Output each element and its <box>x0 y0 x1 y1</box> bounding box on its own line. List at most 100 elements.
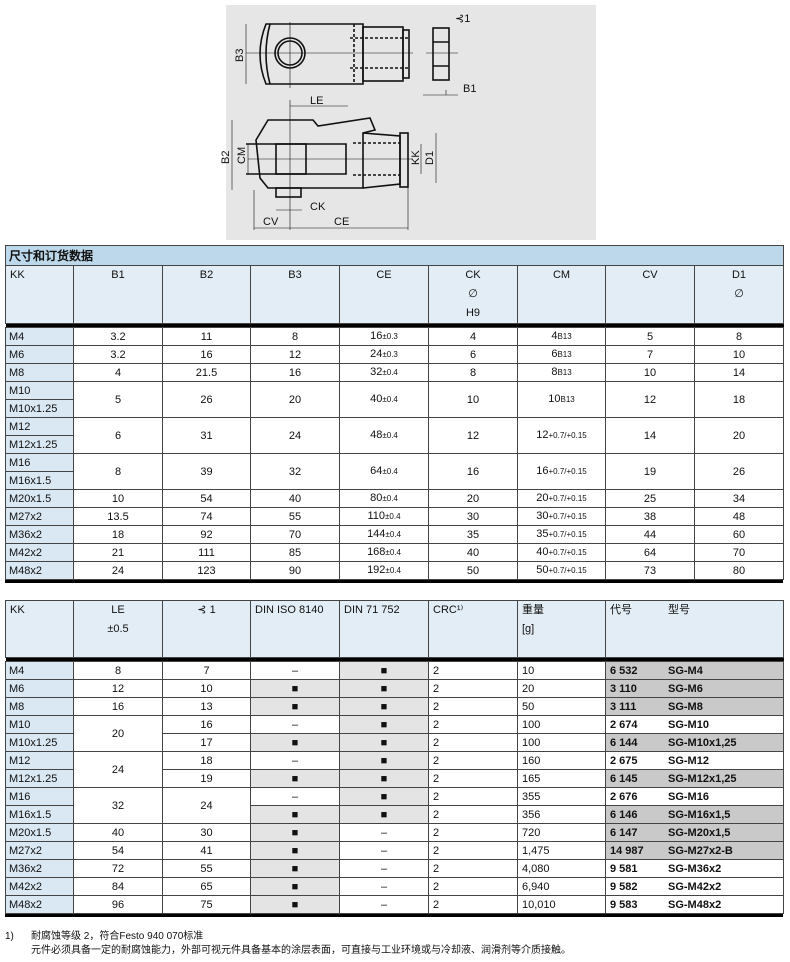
standard-mark: ■ <box>250 877 340 896</box>
cell: 110±0.4 <box>339 507 429 526</box>
cell: 20 <box>517 679 606 698</box>
part-number: 6 146 <box>610 808 638 821</box>
cell: 2 <box>428 679 518 698</box>
cell: 92 <box>162 525 251 544</box>
cell: 165 <box>517 769 606 788</box>
cell: 24 <box>250 417 340 454</box>
order-code-cell: 6 145 SG-M12x1,25 <box>605 769 784 788</box>
cell: 41 <box>162 841 251 860</box>
footnote: 1) 耐腐蚀等级 2，符合Festo 940 070标准 元件必须具备一定的耐腐蚀… <box>5 930 571 958</box>
value: 16 <box>370 330 383 342</box>
table-row: M16 8 39 32 64±0.4 16 16+0.7/+0.15 19 26 <box>5 453 784 490</box>
value: 168 <box>367 546 386 558</box>
cell: 12 <box>73 679 163 698</box>
cell: 8 <box>250 327 340 346</box>
header-line: ±0.5 <box>107 623 129 635</box>
cell: 4,080 <box>517 859 606 878</box>
part-number: 9 581 <box>610 862 638 875</box>
tolerance: +0.7/+0.15 <box>548 530 587 539</box>
cell: 35+0.7/+0.15 <box>517 525 606 544</box>
header-line: CM <box>552 269 571 281</box>
column-header: B1 <box>73 265 163 324</box>
value: 48 <box>370 429 383 441</box>
part-number: 9 582 <box>610 880 638 893</box>
cell: 16 <box>73 697 163 716</box>
cell: 10 <box>428 381 518 418</box>
table-row: M42x2 21 111 85 168±0.4 40 40+0.7/+0.15 64 70 <box>5 543 784 562</box>
cell: 7 <box>605 345 695 364</box>
cell: 12 <box>428 417 518 454</box>
header-type: 型号 <box>668 604 690 616</box>
kk-cell: M36x2 <box>5 859 74 878</box>
kk-cell: M12 <box>5 417 74 436</box>
value: 20 <box>536 492 549 504</box>
cell: 10 <box>694 345 784 364</box>
cell: 21.5 <box>162 363 251 382</box>
table-row: M16x1.5 ■ ■ 2 356 6 146 SG-M16x1,5 <box>5 805 784 824</box>
order-code-cell: 3 110 SG-M6 <box>605 679 784 698</box>
cell: 50 <box>428 561 518 580</box>
part-number: 6 144 <box>610 736 638 749</box>
cell: 18 <box>694 381 784 418</box>
table-row: M10 20 16– ■ 2 100 2 674 SG-M10 <box>5 715 784 752</box>
cell: 85 <box>250 543 340 562</box>
table-row: M8 16 13 ■ ■ 2 50 3 111 SG-M8 <box>5 697 784 716</box>
cell: 19 <box>605 453 695 490</box>
cell: 54 <box>162 489 251 508</box>
cell: 1,475 <box>517 841 606 860</box>
kk-cell: M16 <box>5 453 74 472</box>
column-header: ⊰ 1 <box>162 600 251 658</box>
kk-cell: M6 <box>5 345 74 364</box>
kk-cell: M8 <box>5 697 74 716</box>
cell: 4 <box>73 363 163 382</box>
table-row: M12 24 18– ■ 2 160 2 675 SG-M12 <box>5 751 784 788</box>
header-line: DIN 71 752 <box>344 604 400 616</box>
cell: 168±0.4 <box>339 543 429 562</box>
value: 4 <box>551 330 558 342</box>
cell: 6 <box>428 345 518 364</box>
header-line: B3 <box>288 269 302 281</box>
cell: 26 <box>162 381 251 418</box>
column-header: D1 ∅ <box>694 265 784 324</box>
rod-clevis-drawing: B3 B1 ⊰1 LE B2 CM KK D1 CK CV CE <box>220 5 596 240</box>
standard-mark: ■ <box>339 769 429 788</box>
standard-mark: – <box>339 841 429 860</box>
label-b2: B2 <box>220 151 232 164</box>
cell: 32 <box>250 453 340 490</box>
type-code: SG-M8 <box>668 700 703 713</box>
cell: 2 <box>428 895 518 914</box>
column-header: DIN ISO 8140 <box>250 600 340 658</box>
standard-mark: ■ <box>339 787 429 806</box>
part-number: 2 674 <box>610 718 638 731</box>
kk-cell: M12x1.25 <box>5 435 74 454</box>
cell: 100 <box>517 715 606 734</box>
cell: 35 <box>428 525 518 544</box>
standard-mark: ■ <box>250 859 340 878</box>
tolerance: ±0.3 <box>382 350 398 359</box>
tolerance: ±0.4 <box>382 494 398 503</box>
kk-cell: M48x2 <box>5 561 74 580</box>
cell: 2 <box>428 715 518 734</box>
cell: 3.2 <box>73 327 163 346</box>
header-line: 重量 <box>522 604 544 616</box>
order-code-cell: 2 675 SG-M12 <box>605 751 784 770</box>
tolerance: ±0.3 <box>382 332 398 341</box>
cell: 20 <box>73 715 163 752</box>
cell: 2 <box>428 877 518 896</box>
kk-cell: M10 <box>5 715 74 734</box>
table-row: M4 8 7– ■ 2 10 6 532 SG-M4 <box>5 661 784 680</box>
column-header: CK ∅ H9 <box>428 265 518 324</box>
order-code-cell: 6 532 SG-M4 <box>605 661 784 680</box>
kk-cell: M16x1.5 <box>5 471 74 490</box>
column-header: 代号 型号 <box>605 600 784 658</box>
value: 6 <box>551 348 558 360</box>
cell: 48±0.4 <box>339 417 429 454</box>
cell: 34 <box>694 489 784 508</box>
kk-cell: M42x2 <box>5 877 74 896</box>
column-header: CM <box>517 265 606 324</box>
header-row: KK B1 B2 B3 CE CK ∅ H9 CM CV D1 ∅ <box>5 265 784 324</box>
standard-mark: – <box>339 877 429 896</box>
value: 144 <box>367 528 386 540</box>
table-row: M20x1.5 10 54 40 80±0.4 20 20+0.7/+0.15 25 34 <box>5 489 784 508</box>
type-code: SG-M27x2-B <box>668 844 733 857</box>
